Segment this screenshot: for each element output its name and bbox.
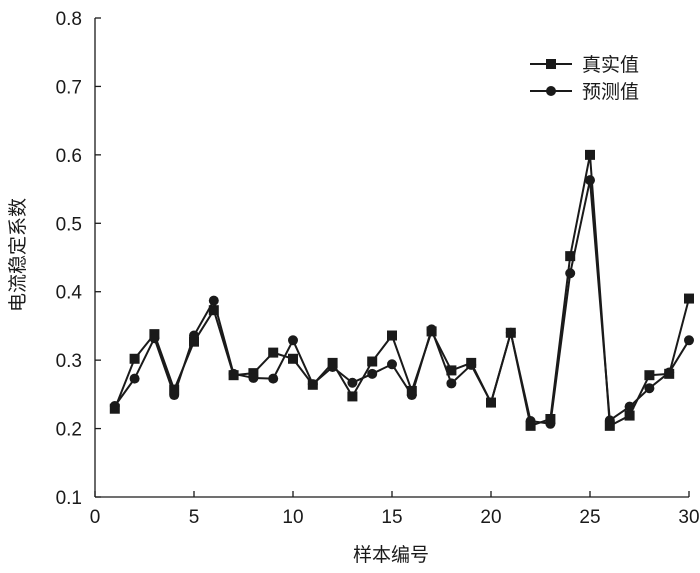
- y-tick-label: 0.5: [56, 214, 82, 235]
- data-point-circle: [208, 295, 219, 306]
- data-point-circle: [466, 359, 477, 370]
- data-point-circle: [109, 400, 120, 411]
- data-point-square: [644, 370, 655, 381]
- x-tick-label: 20: [480, 507, 501, 528]
- data-point-circle: [387, 359, 397, 370]
- data-point-circle: [367, 368, 378, 379]
- data-point-square: [129, 353, 140, 364]
- data-point-square: [288, 353, 298, 364]
- data-point-square: [565, 251, 576, 262]
- data-point-circle: [446, 378, 457, 389]
- data-point-circle: [604, 415, 615, 426]
- legend-marker-circle: [546, 86, 556, 96]
- x-tick-label: 10: [282, 507, 303, 528]
- series-predicted-value: [109, 175, 694, 429]
- series-line: [113, 153, 690, 427]
- y-tick-label: 0.6: [56, 146, 82, 167]
- data-point-circle: [585, 175, 595, 186]
- data-point-square: [169, 384, 180, 395]
- data-point-circle: [228, 368, 239, 379]
- data-point-circle: [129, 373, 140, 384]
- data-point-square: [268, 347, 279, 358]
- data-point-circle: [347, 377, 358, 388]
- data-point-circle: [565, 268, 576, 279]
- data-point-circle: [189, 330, 199, 341]
- data-point-circle: [169, 390, 180, 401]
- data-point-circle: [268, 373, 279, 384]
- x-axis-title: 样本编号: [353, 544, 429, 566]
- series-layer: [109, 149, 694, 431]
- x-tick-label: 25: [579, 507, 600, 528]
- data-point-circle: [288, 335, 298, 346]
- series-line: [113, 179, 690, 425]
- x-ticks: 0 5 10 15 20 25 30: [90, 491, 700, 528]
- data-point-circle: [664, 367, 675, 378]
- x-tick-label: 0: [90, 507, 101, 528]
- y-tick-label: 0.4: [56, 283, 83, 304]
- data-point-circle: [486, 397, 496, 408]
- data-point-square: [347, 391, 358, 402]
- data-point-circle: [644, 383, 655, 394]
- data-point-square: [367, 356, 378, 367]
- data-point-square: [624, 410, 635, 421]
- data-point-circle: [624, 401, 635, 412]
- legend-label-predicted-value: 预测值: [582, 81, 639, 103]
- data-point-square: [684, 293, 694, 304]
- data-point-circle: [406, 390, 417, 401]
- data-point-circle: [248, 372, 259, 383]
- y-tick-label: 0.2: [56, 420, 82, 441]
- legend-label-true-value: 真实值: [582, 54, 639, 76]
- data-point-square: [585, 149, 595, 160]
- data-point-circle: [684, 335, 694, 346]
- y-tick-label: 0.8: [56, 9, 82, 30]
- data-point-circle: [327, 361, 338, 372]
- data-point-circle: [307, 379, 318, 390]
- legend-marker-square: [546, 59, 556, 69]
- data-point-circle: [505, 327, 516, 338]
- y-ticks: 0.1 0.2 0.3 0.4 0.5 0.6 0.7 0.8: [56, 9, 101, 509]
- data-point-square: [387, 330, 397, 341]
- y-tick-label: 0.3: [56, 351, 82, 372]
- y-axis-title: 电流稳定系数: [7, 198, 29, 312]
- x-tick-label: 30: [678, 507, 699, 528]
- data-point-square: [446, 365, 457, 376]
- data-point-circle: [545, 418, 556, 429]
- data-point-square: [189, 336, 199, 347]
- x-tick-label: 15: [381, 507, 402, 528]
- x-tick-label: 5: [189, 507, 200, 528]
- data-point-circle: [149, 333, 160, 344]
- data-point-circle: [525, 416, 536, 427]
- data-point-circle: [426, 324, 437, 335]
- data-point-square: [604, 420, 615, 431]
- y-tick-label: 0.7: [56, 77, 82, 98]
- data-point-square: [208, 305, 219, 316]
- legend: 真实值 预测值: [530, 54, 639, 103]
- y-tick-label: 0.1: [56, 488, 82, 509]
